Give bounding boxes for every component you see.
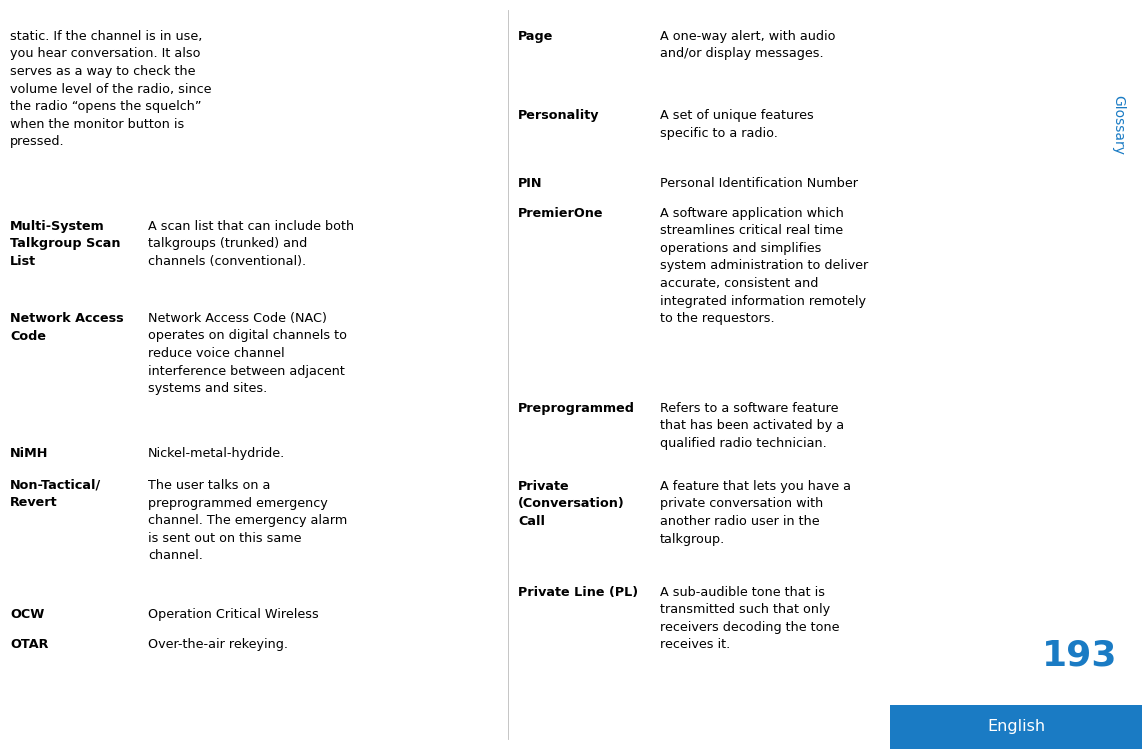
Text: PremierOne: PremierOne: [518, 207, 603, 220]
Text: A sub-audible tone that is
transmitted such that only
receivers decoding the ton: A sub-audible tone that is transmitted s…: [660, 586, 839, 652]
Text: Non-Tactical/
Revert: Non-Tactical/ Revert: [10, 479, 102, 509]
Text: A one-way alert, with audio
and/or display messages.: A one-way alert, with audio and/or displ…: [660, 30, 836, 61]
Text: NiMH: NiMH: [10, 447, 48, 460]
Text: Private Line (PL): Private Line (PL): [518, 586, 638, 599]
Text: English: English: [987, 720, 1045, 735]
Text: A scan list that can include both
talkgroups (trunked) and
channels (conventiona: A scan list that can include both talkgr…: [148, 220, 354, 268]
Text: Page: Page: [518, 30, 554, 43]
Text: Preprogrammed: Preprogrammed: [518, 402, 635, 415]
Text: OTAR: OTAR: [10, 638, 48, 651]
Text: Over-the-air rekeying.: Over-the-air rekeying.: [148, 638, 288, 651]
Text: PIN: PIN: [518, 177, 542, 190]
Bar: [890, 705, 1142, 749]
Text: 193: 193: [1043, 638, 1118, 672]
Text: Personal Identification Number: Personal Identification Number: [660, 177, 858, 190]
Text: OCW: OCW: [10, 608, 45, 621]
Text: The user talks on a
preprogrammed emergency
channel. The emergency alarm
is sent: The user talks on a preprogrammed emerge…: [148, 479, 347, 562]
Text: Nickel-metal-hydride.: Nickel-metal-hydride.: [148, 447, 286, 460]
Text: A feature that lets you have a
private conversation with
another radio user in t: A feature that lets you have a private c…: [660, 480, 851, 545]
Text: Operation Critical Wireless: Operation Critical Wireless: [148, 608, 319, 621]
Text: Network Access Code (NAC)
operates on digital channels to
reduce voice channel
i: Network Access Code (NAC) operates on di…: [148, 312, 347, 395]
Text: A software application which
streamlines critical real time
operations and simpl: A software application which streamlines…: [660, 207, 868, 325]
Text: A set of unique features
specific to a radio.: A set of unique features specific to a r…: [660, 109, 814, 139]
Text: Refers to a software feature
that has been activated by a
qualified radio techni: Refers to a software feature that has be…: [660, 402, 844, 450]
Text: Multi-System
Talkgroup Scan
List: Multi-System Talkgroup Scan List: [10, 220, 121, 268]
Text: Network Access
Code: Network Access Code: [10, 312, 123, 342]
Text: Glossary: Glossary: [1111, 95, 1125, 155]
Text: Personality: Personality: [518, 109, 600, 122]
Text: Private
(Conversation)
Call: Private (Conversation) Call: [518, 480, 625, 528]
Text: static. If the channel is in use,
you hear conversation. It also
serves as a way: static. If the channel is in use, you he…: [10, 30, 211, 148]
